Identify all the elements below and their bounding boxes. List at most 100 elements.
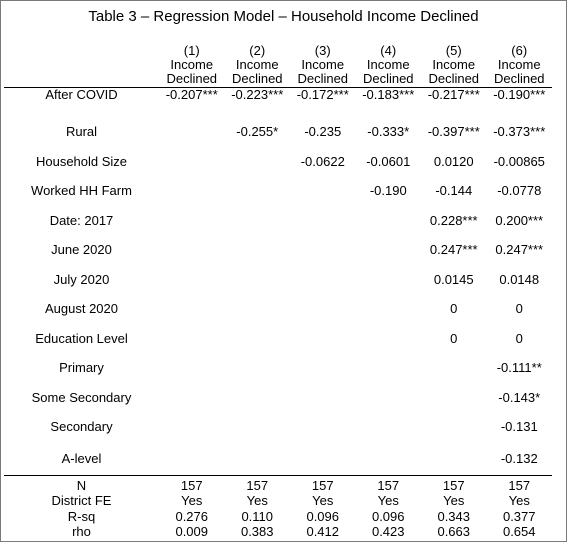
- coefficient-rows: After COVID -0.207*** -0.223*** -0.172*** -0…: [4, 88, 552, 476]
- coefficient-cell: [356, 235, 422, 265]
- coefficient-cell: [225, 206, 291, 236]
- stats-cell: Yes: [508, 493, 530, 508]
- coefficient-cell: [159, 206, 225, 236]
- coefficient-cell: [356, 383, 422, 413]
- coefficient-cell: [159, 412, 225, 442]
- column-header-line1: Income: [170, 57, 214, 72]
- row-label: Education Level: [35, 330, 128, 346]
- stats-label: rho: [72, 524, 91, 539]
- coefficient-cell: 0.228***: [429, 212, 478, 228]
- coefficient-cell: -0.0622: [300, 153, 345, 169]
- stats-cell: 0.377: [502, 508, 536, 524]
- row-label: Secondary: [50, 419, 113, 435]
- coefficient-cell: [159, 265, 225, 295]
- coefficient-cell: -0.373***: [493, 124, 546, 140]
- coefficient-cell: [225, 412, 291, 442]
- coefficient-cell: -0.0601: [366, 153, 411, 169]
- coefficient-cell: [225, 294, 291, 324]
- coefficient-cell: -0.207***: [165, 87, 218, 102]
- coefficient-cell: 0.0145: [433, 271, 474, 287]
- stats-cell: 157: [180, 478, 203, 493]
- coefficient-cell: [356, 206, 422, 236]
- coefficient-cell: -0.235: [304, 124, 342, 140]
- stats-label: District FE: [51, 493, 112, 508]
- coefficient-cell: -0.172***: [296, 87, 349, 102]
- column-header-line2: Declined: [297, 71, 349, 86]
- coefficient-cell: -0.132: [486, 441, 552, 476]
- row-label: After COVID: [45, 87, 118, 102]
- coefficient-cell: [159, 235, 225, 265]
- column-header-line1: Income: [235, 57, 279, 72]
- stats-row: R-sq 0.276 0.110 0.096 0.096 0.343 0.377: [4, 509, 552, 525]
- coefficient-cell: -0.333*: [367, 124, 410, 140]
- stats-cell: 0.096: [306, 508, 340, 524]
- coefficient-cell: -0.190: [369, 183, 407, 199]
- table-row: June 2020 0.247*** 0.247***: [4, 235, 552, 265]
- stats-cell: 0.423: [371, 524, 405, 539]
- stats-row: District FE Yes Yes Yes Yes Yes Yes: [4, 493, 552, 509]
- table-row: Primary -0.111**: [4, 353, 552, 383]
- column-header-3: (3) Income Declined: [290, 42, 356, 88]
- column-header-line2: Declined: [428, 71, 480, 86]
- coefficient-cell: 0.0120: [433, 153, 474, 169]
- stats-cell: 157: [311, 478, 334, 493]
- stats-row: rho 0.009 0.383 0.412 0.423 0.663 0.654: [4, 524, 552, 540]
- coefficient-cell: 0: [450, 330, 458, 346]
- coefficient-cell: -0.183***: [362, 87, 415, 102]
- table-row: Worked HH Farm -0.190 -0.144 -0.0778: [4, 176, 552, 206]
- coefficient-cell: -0.223***: [231, 87, 284, 102]
- coefficient-cell: [159, 383, 225, 413]
- column-header-2: (2) Income Declined: [224, 42, 290, 88]
- coefficient-cell: [290, 265, 356, 295]
- stats-label: N: [76, 478, 87, 493]
- coefficient-cell: [225, 383, 291, 413]
- column-header-row: (1) Income Declined (2) Income Declined (3) Inc…: [4, 42, 552, 88]
- stats-cell: Yes: [312, 493, 334, 508]
- table-row: Secondary -0.131: [4, 412, 552, 442]
- coefficient-cell: -0.00865: [493, 153, 545, 169]
- coefficient-cell: [159, 294, 225, 324]
- stats-cell: 157: [246, 478, 269, 493]
- coefficient-cell: [159, 353, 225, 383]
- column-header-1: (1) Income Declined: [159, 42, 225, 88]
- column-header-5: (5) Income Declined: [421, 42, 487, 88]
- table-title: Table 3 – Regression Model – Household I…: [88, 8, 479, 25]
- coefficient-cell: [225, 147, 291, 177]
- column-header-line2: Declined: [166, 71, 218, 86]
- row-label: Some Secondary: [31, 389, 132, 405]
- stats-cell: 157: [508, 478, 531, 493]
- table-row: A-level -0.132: [4, 441, 552, 476]
- coefficient-cell: [159, 176, 225, 206]
- table-row: Some Secondary -0.143*: [4, 383, 552, 413]
- row-label: Date: 2017: [49, 212, 114, 228]
- column-header-line1: Income: [432, 57, 476, 72]
- stats-cell: Yes: [181, 493, 203, 508]
- column-header-line2: Declined: [231, 71, 283, 86]
- coefficient-cell: -0.111**: [496, 360, 542, 376]
- coefficient-cell: 0.247***: [495, 242, 544, 258]
- column-header-4: (4) Income Declined: [355, 42, 421, 88]
- stats-cell: Yes: [443, 493, 465, 508]
- coefficient-cell: -0.255*: [236, 124, 279, 140]
- coefficient-cell: [290, 412, 356, 442]
- row-label: Household Size: [35, 153, 128, 169]
- statistics-rows: N 157 157 157 157 157 157 District FE Yes Yes Yes Y…: [4, 476, 552, 540]
- stats-cell: 0.654: [502, 524, 536, 539]
- coefficient-cell: [290, 353, 356, 383]
- coefficient-cell: [225, 235, 291, 265]
- table-row: July 2020 0.0145 0.0148: [4, 265, 552, 295]
- coefficient-cell: [225, 176, 291, 206]
- row-label: Worked HH Farm: [31, 183, 132, 199]
- row-label: July 2020: [53, 271, 110, 287]
- column-header-num: (2): [249, 43, 266, 58]
- stats-cell: 157: [377, 478, 400, 493]
- column-header-line2: Declined: [493, 71, 545, 86]
- stats-cell: 157: [442, 478, 465, 493]
- column-header-line1: Income: [301, 57, 345, 72]
- coefficient-cell: [225, 324, 291, 354]
- stats-row: N 157 157 157 157 157 157: [4, 476, 552, 494]
- table-row: August 2020 0 0: [4, 294, 552, 324]
- coefficient-cell: 0.0148: [499, 271, 540, 287]
- stats-cell: Yes: [246, 493, 268, 508]
- header-corner: [4, 42, 159, 88]
